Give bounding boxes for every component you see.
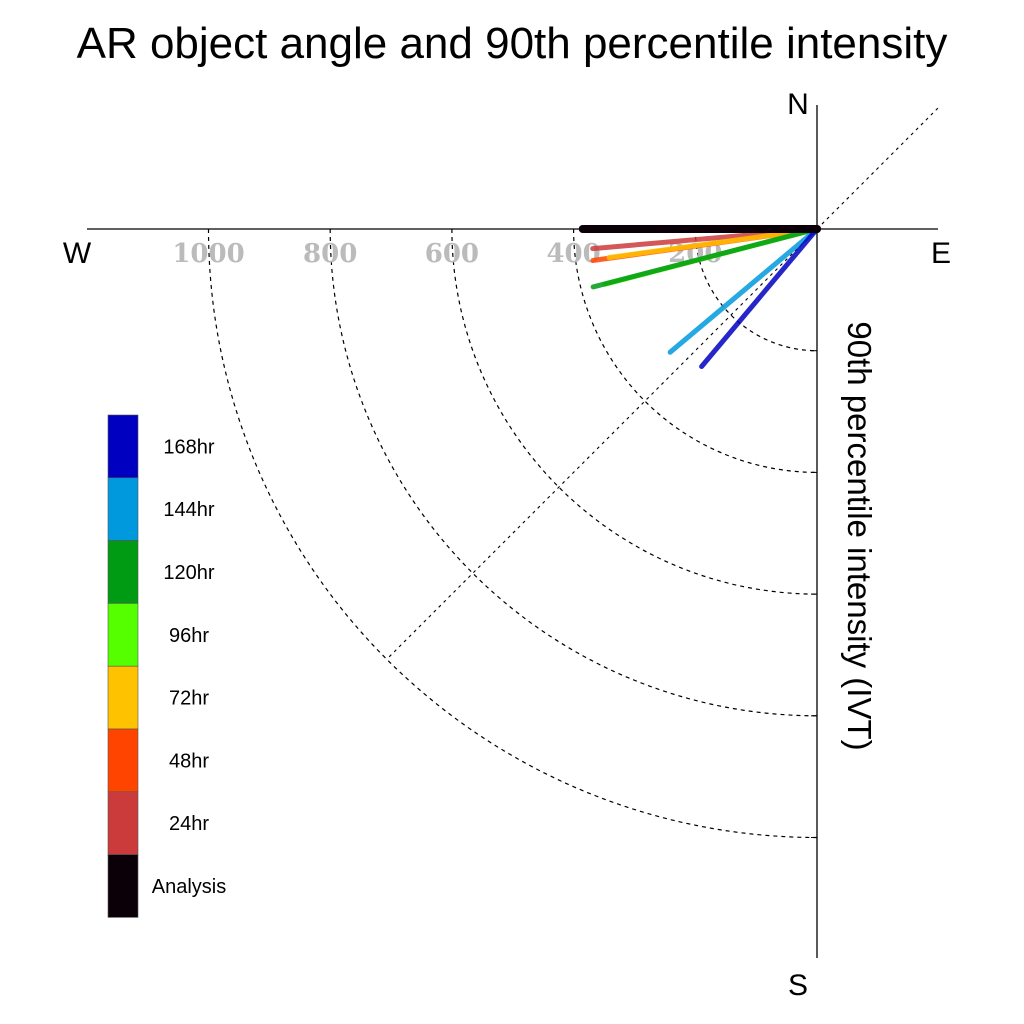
legend-swatch-120hr [107,540,139,604]
radial-tick-label-600: 600 [425,239,479,269]
compass-west-label: W [63,237,92,270]
compass-north-label: N [787,88,809,121]
legend-label-144hr: 144hr [163,499,214,521]
legend-swatch-96hr [107,603,139,667]
origin-dot [813,225,821,233]
vector-72hr [606,226,820,260]
legend-label-72hr: 72hr [169,688,209,710]
legend-label-168hr: 168hr [163,436,214,458]
legend-label-analysis: Analysis [152,876,226,898]
legend-label-120hr: 120hr [163,562,214,584]
legend-swatch-72hr [107,665,139,730]
vector-120hr [590,226,820,290]
legend-swatch-24hr [107,791,139,855]
radial-tick-label-800: 800 [303,239,357,269]
legend-swatch-48hr [107,728,139,793]
forecast-vectors [578,225,821,370]
legend-swatch-144hr [107,477,139,541]
radial-tick-label-400: 400 [546,239,600,269]
grid-ring-200 [694,228,818,352]
radial-axis-label: 90th percentile intensity (IVT) [841,321,878,750]
vector-168hr [699,226,820,370]
legend-label-24hr: 24hr [169,813,209,835]
legend-swatch-analysis [107,854,139,918]
diagonal-ne [816,105,941,230]
grid-ring-800 [329,228,818,717]
compass-south-label: S [788,969,808,1002]
compass-east-label: E [931,237,951,270]
legend-label-48hr: 48hr [169,750,209,772]
chart-title: AR object angle and 90th percentile inte… [77,19,948,68]
legend-label-96hr: 96hr [169,625,209,647]
legend-swatch-168hr [107,414,139,479]
vector-144hr [667,226,820,355]
diagonal-sw [386,228,818,660]
radial-tick-label-1000: 1000 [172,239,244,269]
legend: 168hr 144hr 120hr 96hr 72hr 48hr 24hr Analysis [107,414,226,918]
grid-ring-1000 [207,228,818,839]
polar-grid [207,105,941,839]
